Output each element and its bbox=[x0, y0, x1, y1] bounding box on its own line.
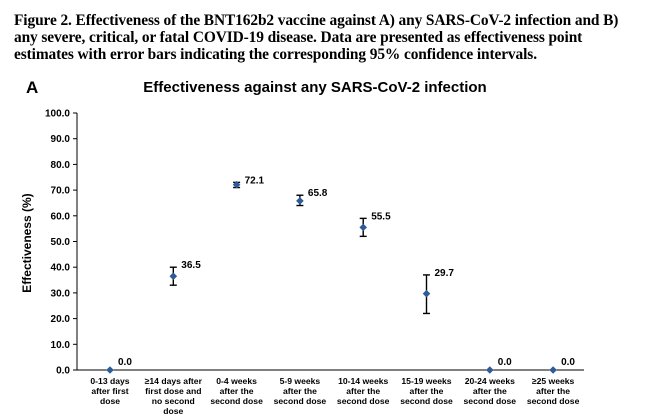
data-point bbox=[486, 366, 494, 374]
figure-caption: Figure 2. Effectiveness of the BNT162b2 … bbox=[14, 12, 619, 63]
data-point bbox=[296, 197, 304, 205]
x-tick-label: ≥25 weeks bbox=[532, 376, 575, 386]
y-tick-label: 50.0 bbox=[51, 237, 71, 248]
y-tick-label: 40.0 bbox=[51, 263, 71, 274]
panel-letter: A bbox=[26, 78, 39, 97]
data-point bbox=[169, 272, 178, 280]
x-tick-label: second dose bbox=[274, 396, 327, 406]
x-tick-label: ≥14 days after bbox=[145, 376, 203, 386]
x-tick-label: dose bbox=[163, 406, 183, 416]
y-tick-label: 0.0 bbox=[56, 366, 70, 377]
x-tick-label: 10-14 weeks bbox=[338, 376, 388, 386]
x-tick-label: second dose bbox=[464, 396, 517, 406]
data-point bbox=[232, 180, 241, 189]
x-tick-label: 5-9 weeks bbox=[280, 376, 321, 386]
x-tick-label: after the bbox=[346, 386, 380, 396]
y-tick-label: 90.0 bbox=[51, 134, 71, 145]
y-tick-label: 80.0 bbox=[51, 160, 71, 171]
data-label: 0.0 bbox=[118, 357, 132, 368]
x-tick-label: second dose bbox=[337, 396, 390, 406]
y-tick-label: 60.0 bbox=[51, 211, 71, 222]
data-label: 55.5 bbox=[371, 211, 391, 222]
x-tick-label: after the bbox=[220, 386, 254, 396]
data-point bbox=[106, 366, 114, 374]
x-tick-label: no second bbox=[152, 396, 195, 406]
data-label: 65.8 bbox=[308, 188, 328, 199]
x-tick-label: 0-13 days bbox=[90, 376, 129, 386]
data-point bbox=[422, 289, 431, 298]
data-label: 72.1 bbox=[245, 175, 265, 186]
x-tick-label: first dose and bbox=[145, 386, 201, 396]
y-tick-label: 20.0 bbox=[51, 314, 71, 325]
x-tick-label: 20-24 weeks bbox=[465, 376, 515, 386]
data-label: 0.0 bbox=[498, 357, 512, 368]
data-label: 0.0 bbox=[561, 357, 575, 368]
x-tick-label: second dose bbox=[210, 396, 263, 406]
x-tick-label: 15-19 weeks bbox=[401, 376, 451, 386]
chart-title: Effectiveness against any SARS-CoV-2 inf… bbox=[143, 79, 487, 96]
x-tick-label: 0-4 weeks bbox=[216, 376, 257, 386]
x-tick-label: second dose bbox=[527, 396, 580, 406]
x-tick-label: after the bbox=[283, 386, 317, 396]
y-tick-label: 70.0 bbox=[51, 186, 71, 197]
x-tick-label: after the bbox=[536, 386, 570, 396]
data-point bbox=[549, 366, 557, 374]
data-label: 36.5 bbox=[181, 260, 201, 271]
data-point bbox=[359, 223, 367, 232]
y-tick-label: 30.0 bbox=[51, 288, 71, 299]
x-tick-label: dose bbox=[100, 396, 120, 406]
y-tick-label: 10.0 bbox=[51, 340, 71, 351]
x-tick-label: after the bbox=[410, 386, 444, 396]
y-axis-label: Effectiveness (%) bbox=[20, 193, 34, 292]
y-tick-label: 100.0 bbox=[45, 109, 70, 120]
x-tick-label: after the bbox=[473, 386, 507, 396]
data-label: 29.7 bbox=[435, 268, 455, 279]
x-tick-label: after first bbox=[91, 386, 128, 396]
x-tick-label: second dose bbox=[400, 396, 453, 406]
